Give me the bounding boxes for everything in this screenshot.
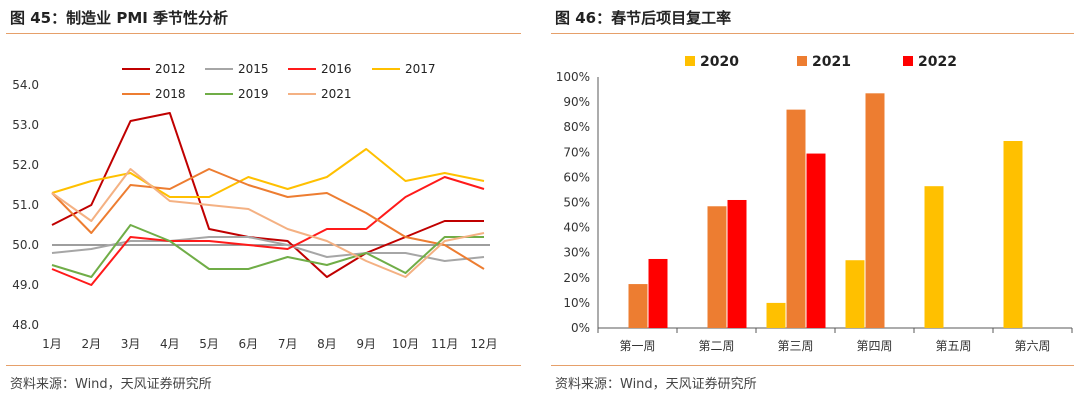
y-tick-label: 100%: [556, 70, 590, 84]
y-tick-label: 51.0: [12, 198, 39, 212]
x-tick-label: 9月: [356, 337, 376, 351]
y-tick-label: 20%: [563, 271, 590, 285]
x-tick-label: 第六周: [1014, 339, 1050, 353]
legend-swatch-2022: [903, 56, 913, 66]
legend-label-2015: 2015: [238, 62, 269, 76]
x-tick-label: 第一周: [619, 339, 655, 353]
title-divider: [6, 33, 521, 34]
x-tick-label: 8月: [317, 337, 337, 351]
pmi-line-chart: 48.0 49.0 50.0 51.0 52.0 53.0 54.0 1月 2月 3月 4月 5月 6月…: [12, 62, 497, 351]
bar-2021-第一周: [628, 284, 648, 328]
y-tick-label: 53.0: [12, 118, 39, 132]
x-tick-label: 第三周: [777, 339, 813, 353]
legend-label-2021: 2021: [321, 87, 352, 101]
series-line-2018: [51, 168, 485, 270]
y-tick-label: 0%: [571, 321, 590, 335]
y-tick-label: 30%: [563, 246, 590, 260]
bar-2022-第一周: [648, 258, 668, 328]
legend-label-2016: 2016: [321, 62, 352, 76]
series-line-2012: [51, 112, 484, 278]
legend-swatch-2021: [797, 56, 807, 66]
series-line-2019: [51, 224, 484, 278]
x-tick-label: 第五周: [935, 339, 971, 353]
x-tick-label: 12月: [470, 337, 497, 351]
bar-2020-第五周: [924, 186, 944, 328]
source-divider: [6, 365, 521, 366]
x-tick-label: 2月: [81, 337, 101, 351]
series-line-2017: [51, 148, 485, 198]
y-tick-label: 80%: [563, 120, 590, 134]
legend-label-2019: 2019: [238, 87, 269, 101]
legend-label-2018: 2018: [155, 87, 186, 101]
y-tick-label: 50%: [563, 196, 590, 210]
bar-2020-第三周: [766, 302, 786, 328]
x-tick-label: 11月: [431, 337, 458, 351]
series-line-2016: [51, 176, 485, 286]
legend-label-2022: 2022: [918, 54, 957, 70]
source-note: 资料来源：Wind，天风证券研究所: [555, 377, 757, 392]
x-tick-label: 10月: [392, 337, 419, 351]
figure-title: 图 45：制造业 PMI 季节性分析: [10, 9, 229, 27]
source-note: 资料来源：Wind，天风证券研究所: [10, 377, 212, 392]
x-tick-label: 7月: [278, 337, 298, 351]
x-tick-label: 第四周: [856, 339, 892, 353]
bar-2021-第三周: [786, 109, 806, 328]
y-tick-label: 52.0: [12, 158, 39, 172]
series-line-2021: [51, 168, 485, 278]
x-tick-label: 5月: [199, 337, 219, 351]
y-tick-label: 50.0: [12, 238, 39, 252]
y-tick-label: 70%: [563, 145, 590, 159]
y-tick-label: 90%: [563, 95, 590, 109]
legend-label-2017: 2017: [405, 62, 436, 76]
legend-label-2020: 2020: [700, 54, 739, 70]
legend-swatch-2020: [685, 56, 695, 66]
x-tick-label: 第二周: [698, 339, 734, 353]
bar-2021-第四周: [865, 93, 885, 328]
legend-label-2021: 2021: [812, 54, 851, 70]
bar-2022-第三周: [806, 153, 826, 328]
bar-2022-第二周: [727, 199, 747, 328]
y-tick-label: 10%: [563, 296, 590, 310]
resumption-bar-chart: 0% 10% 20% 30% 40% 50% 60% 70% 80% 90% 100% 第一周 第二周 第…: [556, 54, 1073, 353]
source-divider: [551, 365, 1074, 366]
bar-2020-第四周: [845, 260, 865, 328]
legend-label-2012: 2012: [155, 62, 186, 76]
figure-46-panel: 图 46：春节后项目复工率 0% 10% 20% 30% 40% 50% 60% 70% 80%…: [545, 0, 1080, 402]
y-tick-label: 40%: [563, 221, 590, 235]
y-tick-label: 48.0: [12, 318, 39, 332]
x-tick-label: 3月: [121, 337, 141, 351]
x-tick-label: 6月: [239, 337, 259, 351]
x-tick-label: 4月: [160, 337, 180, 351]
title-divider: [551, 33, 1074, 34]
x-tick-label: 1月: [42, 337, 62, 351]
bar-2020-第六周: [1003, 141, 1023, 328]
figure-title: 图 46：春节后项目复工率: [555, 9, 732, 27]
figure-45-panel: 图 45：制造业 PMI 季节性分析 48.0 49.0 50.0 51.0 52.0 5…: [0, 0, 527, 402]
y-tick-label: 49.0: [12, 278, 39, 292]
series-line-2015: [51, 236, 485, 262]
y-tick-label: 60%: [563, 170, 590, 184]
bar-2021-第二周: [707, 206, 727, 328]
y-tick-label: 54.0: [12, 78, 39, 92]
